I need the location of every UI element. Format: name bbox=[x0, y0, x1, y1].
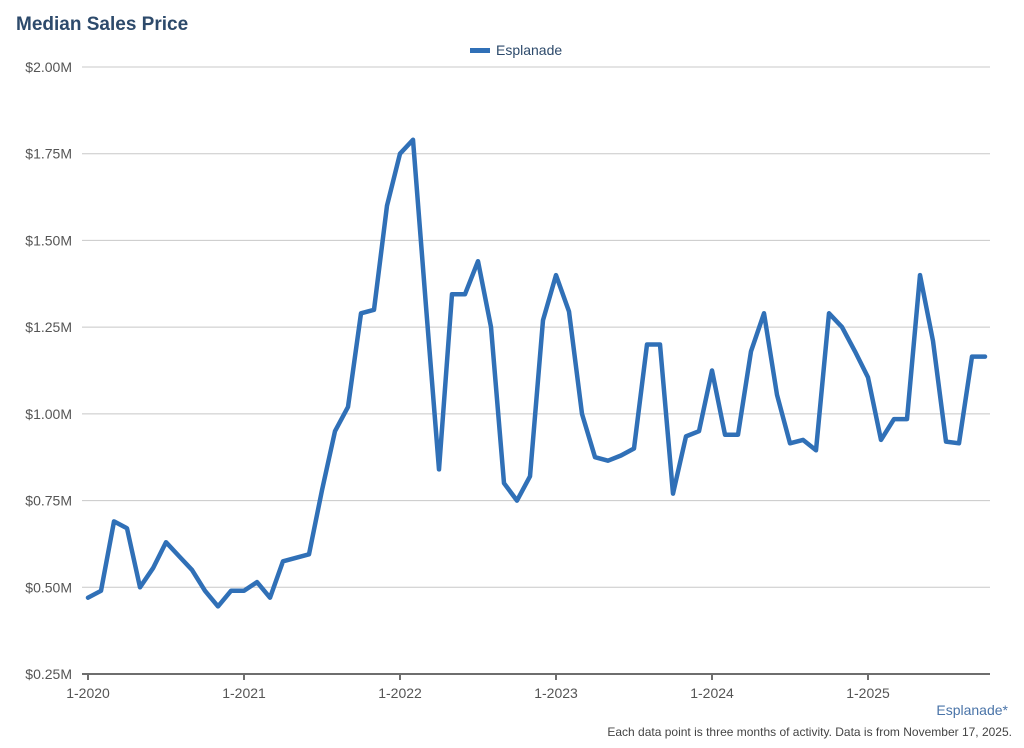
x-tick-label: 1-2020 bbox=[66, 685, 110, 701]
x-tick-label: 1-2021 bbox=[222, 685, 266, 701]
chart-title: Median Sales Price bbox=[16, 14, 189, 35]
series-line-esplanade bbox=[85, 137, 988, 609]
x-tick-label: 1-2024 bbox=[690, 685, 734, 701]
y-axis: $0.25M $0.50M $0.75M $1.00M $1.25M $1.50M $1.7… bbox=[25, 59, 72, 682]
y-tick-label: $0.25M bbox=[25, 666, 72, 682]
footnote: Each data point is three months of activ… bbox=[607, 725, 1012, 739]
y-tick-label: $0.50M bbox=[25, 579, 72, 595]
y-tick-label: $1.25M bbox=[25, 319, 72, 335]
source-label: Esplanade* bbox=[936, 702, 1008, 718]
legend[interactable]: Esplanade bbox=[470, 42, 562, 58]
y-tick-label: $0.75M bbox=[25, 493, 72, 509]
x-tick-label: 1-2025 bbox=[846, 685, 890, 701]
y-tick-label: $1.75M bbox=[25, 146, 72, 162]
legend-label: Esplanade bbox=[496, 42, 563, 58]
legend-line-icon bbox=[470, 47, 490, 53]
x-axis: 1-2020 1-2021 1-2022 1-2023 1-2024 1-2025 bbox=[66, 673, 990, 701]
y-tick-label: $1.50M bbox=[25, 232, 72, 248]
y-tick-label: $2.00M bbox=[25, 59, 72, 75]
gridlines bbox=[82, 66, 990, 588]
x-tick-label: 1-2022 bbox=[378, 685, 422, 701]
x-tick-label: 1-2023 bbox=[534, 685, 578, 701]
y-tick-label: $1.00M bbox=[25, 406, 72, 422]
